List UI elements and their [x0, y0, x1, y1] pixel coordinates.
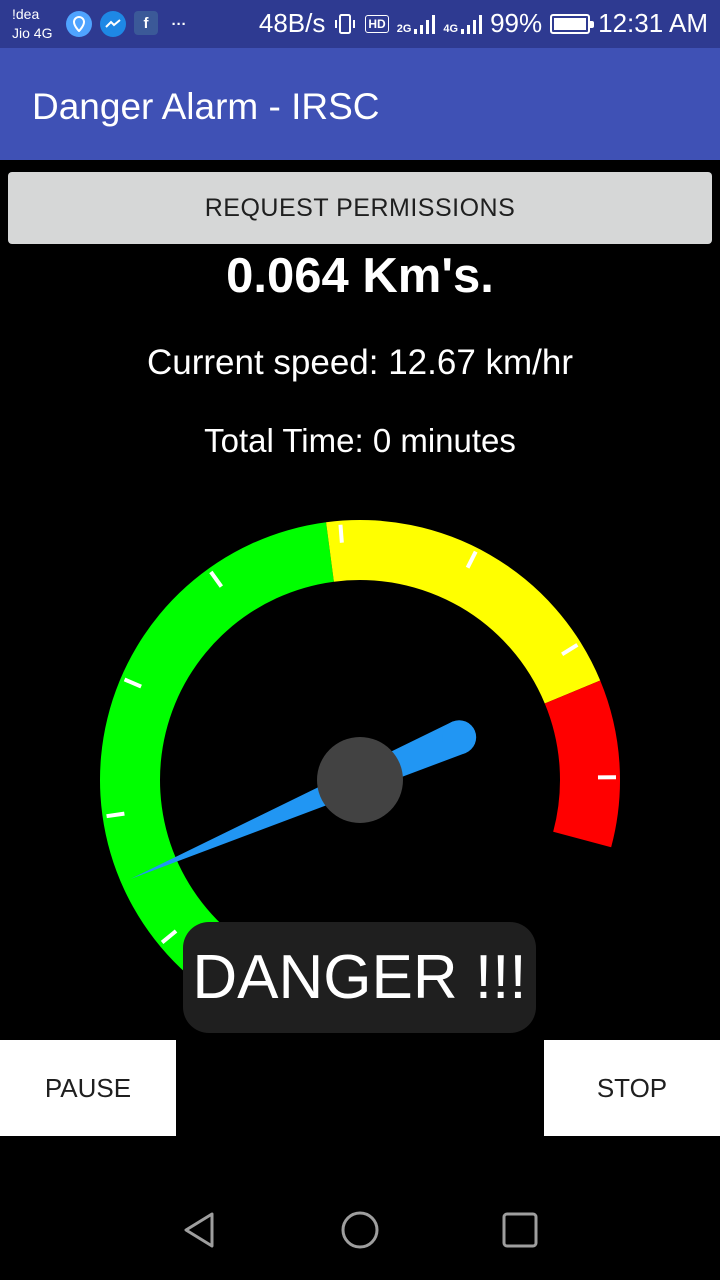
gauge-zone-danger	[544, 680, 620, 848]
back-icon[interactable]	[180, 1210, 220, 1250]
danger-toast: DANGER !!!	[183, 922, 536, 1033]
total-time: Total Time: 0 minutes	[204, 422, 516, 459]
gauge-zones	[100, 520, 620, 993]
gauge-needle-shaft	[130, 721, 466, 879]
pause-button[interactable]: PAUSE	[0, 1040, 176, 1136]
carrier-1: !dea	[12, 6, 40, 22]
signal-icon	[414, 14, 436, 34]
gauge-zone-safe	[100, 522, 334, 993]
messenger-icon	[100, 11, 126, 37]
signal-icon	[461, 14, 483, 34]
recents-icon[interactable]	[500, 1210, 540, 1250]
more-notifications-icon: ···	[171, 15, 187, 33]
carrier-info: !dea Jio 4G	[12, 5, 52, 43]
battery-fill	[554, 17, 586, 30]
home-icon[interactable]	[340, 1210, 380, 1250]
gauge-tick	[561, 643, 579, 657]
net-4g-label: 4G	[443, 22, 459, 35]
current-speed: Current speed: 12.67 km/hr	[146, 343, 574, 382]
distance-readout: 0.064 Km's.	[226, 249, 494, 303]
net-2g-label: 2G	[396, 22, 412, 35]
location-icon	[66, 11, 92, 37]
gauge-ticks	[106, 524, 617, 944]
gauge-tick	[465, 550, 478, 569]
hd-badge: HD	[365, 14, 389, 33]
gauge-tick	[160, 929, 178, 944]
facebook-icon: f	[134, 11, 158, 35]
status-right: 48B/s HD 2G 4G 99% 12:31 AM	[259, 8, 708, 39]
carrier-2: Jio 4G	[12, 25, 53, 41]
clock: 12:31 AM	[598, 8, 708, 38]
net-speed: 48B/s	[258, 8, 326, 38]
app-title: Danger Alarm - IRSC	[32, 86, 380, 127]
gauge-tick	[209, 570, 223, 588]
navigation-bar	[0, 1180, 720, 1280]
notification-icons: f ···	[66, 11, 192, 37]
gauge-tick	[123, 677, 142, 689]
app-bar: Danger Alarm - IRSC	[0, 48, 720, 160]
gauge-tick	[106, 811, 125, 819]
gauge-hub	[317, 737, 403, 823]
toast-text: DANGER !!!	[192, 943, 527, 1012]
gauge-needle	[130, 720, 477, 879]
gauge-zone-warning	[326, 520, 601, 704]
gauge-needle-tail	[442, 720, 477, 755]
battery-percent: 99%	[490, 8, 543, 38]
stop-button[interactable]: STOP	[544, 1040, 720, 1136]
gauge-tick	[338, 524, 344, 543]
vibrate-icon	[335, 13, 356, 34]
signal-4g: 4G	[443, 13, 483, 35]
status-bar: !dea Jio 4G f ··· 48B/s HD 2G 4G	[0, 0, 720, 48]
battery-icon	[550, 13, 595, 34]
request-permissions-button[interactable]: REQUEST PERMISSIONS	[8, 172, 712, 244]
signal-2g: 2G	[397, 13, 436, 35]
